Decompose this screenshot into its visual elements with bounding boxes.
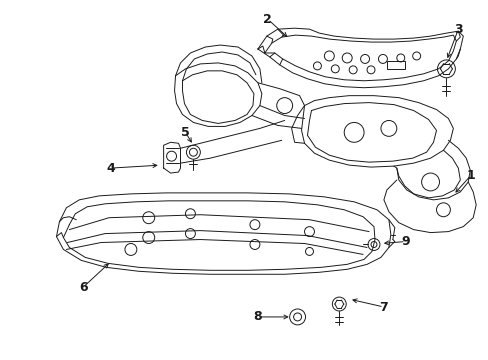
Bar [386, 61, 404, 69]
Text: 9: 9 [401, 235, 409, 248]
Text: 8: 8 [253, 310, 262, 323]
Text: 2: 2 [263, 13, 272, 26]
Text: 5: 5 [181, 126, 189, 139]
Text: 1: 1 [466, 168, 475, 181]
Text: 4: 4 [106, 162, 115, 175]
Text: 7: 7 [379, 301, 387, 314]
Text: 3: 3 [453, 23, 462, 36]
Text: 6: 6 [79, 281, 87, 294]
